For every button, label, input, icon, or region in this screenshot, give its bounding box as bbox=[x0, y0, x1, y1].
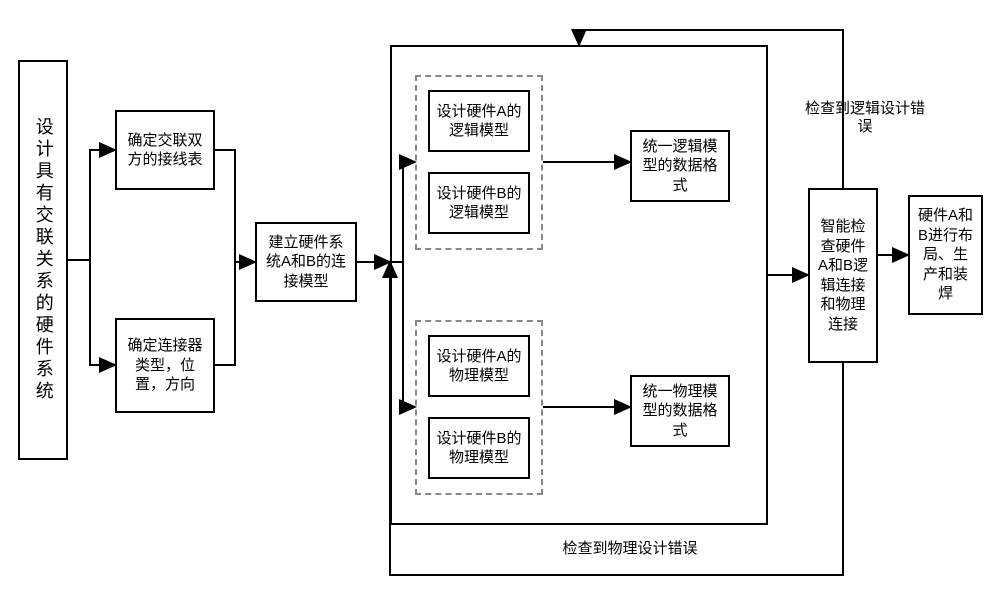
unify-phys-box: 统一物理模型的数据格式 bbox=[630, 375, 730, 447]
err-logic-label: 检查到逻辑设计错误 bbox=[805, 100, 925, 136]
physB-box: 设计硬件B的物理模型 bbox=[428, 417, 530, 479]
connmodel-text: 建立硬件系统A和B的连接模型 bbox=[263, 233, 349, 292]
physA-text: 设计硬件A的物理模型 bbox=[436, 347, 522, 386]
err-phys-label: 检查到物理设计错误 bbox=[560, 540, 700, 558]
wiring-text: 确定交联双方的接线表 bbox=[123, 131, 207, 170]
final-text: 硬件A和B进行布局、生产和装焊 bbox=[916, 206, 975, 304]
connmodel-box: 建立硬件系统A和B的连接模型 bbox=[255, 222, 357, 302]
final-box: 硬件A和B进行布局、生产和装焊 bbox=[908, 195, 983, 315]
physA-box: 设计硬件A的物理模型 bbox=[428, 335, 530, 397]
logicB-box: 设计硬件B的逻辑模型 bbox=[428, 172, 530, 234]
unify-logic-text: 统一逻辑模型的数据格式 bbox=[638, 137, 722, 196]
connector-box: 确定连接器类型，位置，方向 bbox=[115, 318, 215, 413]
physB-text: 设计硬件B的物理模型 bbox=[436, 429, 522, 468]
check-box: 智能检查硬件A和B逻辑连接和物理连接 bbox=[808, 188, 878, 363]
logicA-text: 设计硬件A的逻辑模型 bbox=[436, 102, 522, 141]
check-text: 智能检查硬件A和B逻辑连接和物理连接 bbox=[816, 217, 870, 334]
connector-text: 确定连接器类型，位置，方向 bbox=[123, 336, 207, 395]
logicA-box: 设计硬件A的逻辑模型 bbox=[428, 90, 530, 152]
unify-logic-box: 统一逻辑模型的数据格式 bbox=[630, 130, 730, 202]
unify-phys-text: 统一物理模型的数据格式 bbox=[638, 382, 722, 441]
wiring-box: 确定交联双方的接线表 bbox=[115, 110, 215, 190]
logicB-text: 设计硬件B的逻辑模型 bbox=[436, 184, 522, 223]
start-text: 设计具有交联关系的硬件系统 bbox=[31, 117, 54, 403]
start-box: 设计具有交联关系的硬件系统 bbox=[18, 60, 68, 460]
